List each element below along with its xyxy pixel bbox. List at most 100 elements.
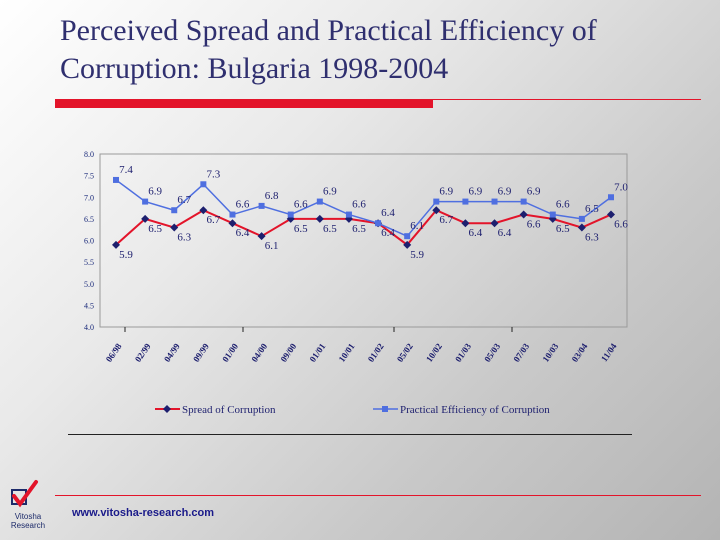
data-label: 6.5: [556, 223, 570, 235]
data-point: [199, 206, 208, 215]
data-point: [170, 223, 179, 232]
legend-marker: [163, 405, 171, 413]
series-line: [115, 179, 612, 238]
data-point: [200, 181, 207, 188]
data-label: 6.4: [498, 227, 512, 239]
x-tick-label: 09/00: [278, 341, 298, 364]
data-label: 7.0: [614, 181, 628, 193]
logo-text: Vitosha Research: [4, 512, 52, 530]
x-tick-label: 04/00: [249, 341, 269, 364]
data-label: 6.7: [439, 214, 453, 226]
data-point: [112, 240, 120, 249]
x-tick-label: 06/98: [104, 341, 124, 364]
data-label: 6.5: [352, 223, 366, 235]
x-tick-label: 02/99: [133, 341, 153, 364]
data-label: 6.5: [323, 223, 337, 235]
data-point: [578, 215, 585, 222]
data-label: 6.4: [381, 227, 395, 239]
data-point: [287, 211, 294, 218]
data-label: 6.6: [527, 219, 541, 231]
data-label: 6.7: [206, 214, 220, 226]
data-label: 6.6: [614, 219, 628, 231]
legend-marker: [382, 406, 388, 412]
data-label: 6.9: [439, 186, 453, 198]
x-tick-label: 01/00: [220, 341, 240, 364]
data-point: [404, 233, 411, 240]
x-tick-label: 04/99: [162, 341, 182, 364]
data-point: [229, 211, 236, 218]
data-point: [171, 207, 178, 214]
x-tick-label: 10/01: [337, 341, 357, 364]
data-label: 6.9: [527, 186, 541, 198]
series-line: [115, 209, 612, 247]
x-tick-label: 10/02: [424, 341, 444, 364]
x-tick-label: 05/02: [395, 341, 415, 364]
chart-legend: Spread of Corruption Practical Efficiency…: [155, 404, 550, 416]
data-point: [228, 219, 237, 228]
footer-url[interactable]: www.vitosha-research.com: [72, 507, 215, 519]
y-tick-label: 5.5: [84, 258, 94, 267]
data-point: [608, 194, 614, 201]
y-tick-label: 6.0: [84, 237, 94, 246]
series-labels: 5.9 6.5 6.3 6.7 6.4 6.1 6.5 6.5 6.5 6.4 5.9 6.7 6.4 6…: [119, 164, 628, 261]
chart-title: Perceived Spread and Practical Efficienc…: [60, 12, 700, 88]
data-point: [141, 214, 150, 223]
data-label: 6.6: [556, 199, 570, 211]
data-label: 6.9: [498, 186, 512, 198]
x-tick-label: 09/99: [191, 341, 211, 364]
data-label: 6.7: [177, 194, 191, 206]
y-tick-label: 7.0: [84, 193, 94, 202]
data-label: 6.3: [177, 232, 191, 244]
legend-label: Spread of Corruption: [182, 404, 276, 416]
y-tick-label: 5.0: [84, 280, 94, 289]
data-label: 6.6: [352, 199, 366, 211]
data-label: 6.6: [236, 199, 250, 211]
data-label: 6.3: [585, 232, 599, 244]
vitosha-logo-icon: [11, 480, 38, 508]
data-point: [461, 219, 470, 228]
data-point: [491, 198, 498, 205]
data-point: [403, 240, 412, 249]
data-point: [432, 206, 441, 215]
y-tick-label: 4.0: [84, 323, 94, 332]
series-lines: [112, 176, 615, 249]
x-tick-label: 03/04: [570, 341, 590, 364]
x-tick-label: 10/03: [540, 341, 560, 364]
data-label: 6.9: [469, 186, 483, 198]
data-point: [519, 210, 528, 219]
data-label: 6.1: [265, 240, 279, 252]
y-tick-label: 6.5: [84, 215, 94, 224]
data-label: 6.4: [381, 207, 395, 219]
title-line-1: Perceived Spread and Practical Efficienc…: [60, 14, 597, 47]
x-tick-label: 01/01: [308, 341, 328, 364]
y-tick-label: 4.5: [84, 301, 94, 310]
data-label: 7.4: [119, 164, 133, 176]
data-point: [375, 220, 382, 227]
data-label: 6.9: [148, 186, 162, 198]
data-point: [490, 219, 499, 228]
data-point: [345, 211, 352, 218]
data-point: [316, 198, 323, 205]
data-label: 6.5: [294, 223, 308, 235]
y-tick-label: 7.5: [84, 172, 94, 181]
x-tick-label: 05/03: [482, 341, 502, 364]
data-point: [257, 232, 266, 241]
x-tick-label: 01/02: [366, 341, 386, 364]
data-point: [607, 210, 615, 219]
data-point: [315, 214, 324, 223]
data-label: 6.5: [585, 203, 599, 215]
data-label: 6.4: [236, 227, 250, 239]
data-label: 6.4: [469, 227, 483, 239]
title-line-2: Corruption: Bulgaria 1998-2004: [60, 52, 449, 85]
data-label: 7.3: [206, 168, 220, 180]
data-point: [577, 223, 586, 232]
data-point: [549, 211, 556, 218]
title-underline-thin: [433, 99, 701, 100]
data-label: 6.8: [265, 190, 279, 202]
data-label: 6.6: [294, 199, 308, 211]
data-point: [142, 198, 149, 205]
title-underline-thick: [55, 99, 433, 108]
data-point: [462, 198, 469, 205]
chart-axes: 4.0 4.5 5.0 5.5 6.0 6.5 7.0 7.5 8.0 06/98 02/99 04/…: [84, 150, 628, 364]
x-tick-label: 11/04: [599, 341, 619, 364]
